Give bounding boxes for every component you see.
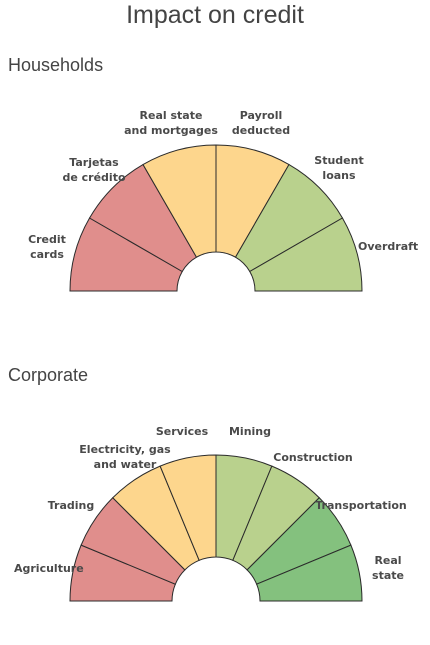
corporate-label-trading: Trading [48, 499, 95, 512]
households-segment-overdraft [249, 217, 363, 292]
corporate-segment-real-state [255, 544, 363, 602]
households-label-student-loans: Student loans [314, 154, 363, 182]
corporate-label-transportation: Transportation [315, 499, 406, 512]
households-subtitle: Households [8, 55, 104, 75]
households-label-overdraft: Overdraft [358, 240, 418, 253]
households-label-credit-cards: Credit cards [28, 233, 66, 261]
corporate-gauge: Agriculture Trading Electricity, gas and wa… [14, 425, 407, 602]
households-label-real-state-and-mortgages: Real state and mortgages [124, 109, 218, 137]
corporate-label-real-state: Real state [372, 554, 404, 582]
corporate-label-services: Services [156, 425, 209, 438]
corporate-label-electricity-gas-and-water: Electricity, gas and water [79, 443, 171, 471]
corporate-label-agriculture: Agriculture [14, 562, 84, 575]
corporate-label-mining: Mining [229, 425, 271, 438]
corporate-label-construction: Construction [273, 451, 352, 464]
corporate-subtitle: Corporate [8, 365, 89, 385]
households-label-payroll-deducted: Payroll deducted [232, 109, 290, 137]
households-label-tarjetas-de-cr-dito: Tarjetas de crédito [62, 156, 125, 184]
page-title: Impact on credit [126, 1, 304, 29]
households-gauge: Credit cards Tarjetas de crédito Real state a… [28, 109, 418, 292]
